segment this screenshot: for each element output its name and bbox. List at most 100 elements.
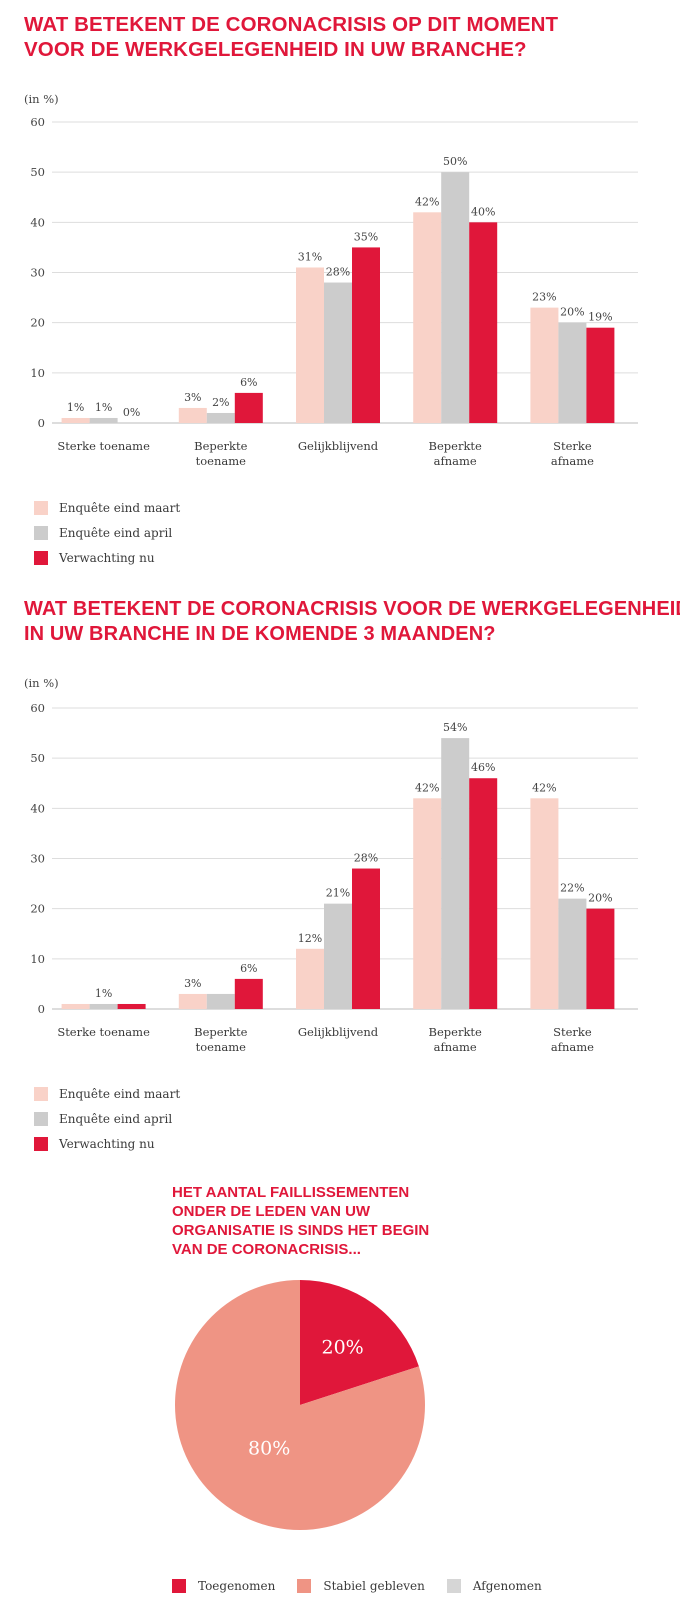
category-label: toename	[196, 1040, 247, 1054]
bar	[558, 322, 587, 423]
data-label: 0%	[123, 406, 140, 419]
pie-legend-item-toegenomen: Toegenomen	[172, 1577, 275, 1595]
data-label: 42%	[415, 195, 439, 208]
legend-swatch-maart	[34, 500, 48, 515]
data-label: 6%	[240, 962, 257, 975]
bar	[234, 978, 263, 1009]
pie-legend-item-afgenomen: Afgenomen	[446, 1577, 542, 1595]
chart-2-title: WAT BETEKENT DE CORONACRISIS VOOR DE WER…	[24, 597, 680, 647]
pie-legend: Toegenomen Stabiel gebleven Afgenomen	[172, 1577, 564, 1595]
chart-1-bar-chart: 0 10 20 30 40 50 60 1% 1% 0% Sterke toename 3% 2% 6% B…	[30, 115, 638, 468]
legend-item-maart: Enquête eind maart	[34, 495, 180, 520]
data-label: 20%	[560, 306, 584, 319]
y-tick-label: 40	[30, 215, 45, 229]
legend-label-nu: Verwachting nu	[59, 1136, 155, 1151]
pie-slice	[175, 1280, 425, 1530]
bar	[469, 222, 498, 423]
bar	[558, 898, 587, 1009]
pie-legend-label-afgenomen: Afgenomen	[472, 1579, 542, 1593]
pie-chart-title: HET AANTAL FAILLISSEMENTEN ONDER DE LEDE…	[172, 1184, 430, 1258]
data-label: 42%	[532, 781, 556, 794]
bar	[324, 903, 352, 1009]
data-label: 31%	[298, 250, 322, 263]
pie-legend-label-toegenomen: Toegenomen	[198, 1579, 276, 1593]
bar	[469, 778, 498, 1009]
bar	[61, 417, 90, 423]
data-label: 54%	[443, 721, 467, 734]
data-label: 23%	[532, 291, 556, 304]
category-label: Beperkte	[429, 439, 483, 453]
bar	[117, 1003, 146, 1009]
data-label: 20%	[588, 892, 612, 905]
category-label: Sterke toename	[57, 1025, 150, 1039]
category-label: Sterke toename	[57, 439, 150, 453]
bar	[178, 407, 207, 423]
bar	[413, 798, 442, 1009]
category-label: afname	[551, 1040, 594, 1054]
pie-slice	[300, 1280, 419, 1405]
bar	[296, 948, 324, 1009]
pie-label: 80%	[248, 1437, 290, 1459]
legend-item-april: Enquête eind april	[34, 520, 180, 545]
pie-swatch-toegenomen	[172, 1579, 186, 1593]
bar	[61, 1003, 90, 1009]
title-line: WAT BETEKENT DE CORONACRISIS OP DIT MOME…	[24, 13, 559, 36]
y-tick-label: 10	[30, 952, 45, 966]
bar	[441, 738, 470, 1009]
y-tick-label: 0	[38, 1002, 45, 1016]
data-label: 2%	[212, 396, 229, 409]
category-label: Beperkte	[429, 1025, 483, 1039]
category-label: Gelijkblijvend	[298, 439, 379, 453]
pie-legend-item-stabiel: Stabiel gebleven	[297, 1577, 425, 1595]
bar	[352, 247, 380, 423]
bar	[296, 267, 324, 423]
legend-swatch-maart	[34, 1086, 48, 1101]
y-tick-label: 50	[30, 751, 45, 765]
category-label: Beperkte	[194, 439, 248, 453]
pie-swatch-stabiel	[297, 1579, 312, 1593]
chart-1-legend: Enquête eind maart Enquête eind april Ve…	[34, 495, 180, 570]
y-tick-label: 20	[30, 902, 45, 916]
data-label: 1%	[95, 401, 112, 414]
legend-swatch-nu	[34, 1136, 48, 1151]
data-label: 28%	[354, 852, 378, 865]
bar	[89, 417, 118, 423]
legend-swatch-nu	[34, 550, 48, 565]
y-tick-label: 20	[30, 316, 45, 330]
data-label: 22%	[560, 882, 584, 895]
bar	[586, 908, 615, 1009]
bar	[530, 307, 559, 423]
title-line: IN UW BRANCHE IN DE KOMENDE 3 MAANDEN?	[24, 623, 496, 645]
y-tick-label: 50	[30, 165, 45, 179]
chart-2-bar-chart: 0 10 20 30 40 50 60 1% Sterke toename 3% 6% Beperkt…	[30, 701, 638, 1054]
legend-label-april: Enquête eind april	[59, 525, 173, 540]
bar	[441, 172, 470, 423]
legend-item-maart: Enquête eind maart	[34, 1081, 180, 1106]
legend-swatch-april	[34, 1111, 48, 1126]
legend-item-nu: Verwachting nu	[34, 1131, 180, 1156]
bar	[352, 868, 380, 1009]
data-label: 35%	[354, 230, 378, 243]
title-line: VOOR DE WERKGELEGENHEID IN UW BRANCHE?	[24, 38, 527, 61]
data-label: 40%	[471, 205, 495, 218]
legend-label-april: Enquête eind april	[59, 1111, 173, 1126]
data-label: 3%	[184, 391, 201, 404]
pie-legend-label-stabiel: Stabiel gebleven	[323, 1579, 425, 1593]
chart-2-unit-label: (in %)	[24, 676, 59, 690]
legend-label-nu: Verwachting nu	[59, 550, 155, 565]
y-tick-label: 30	[30, 852, 45, 866]
bar	[206, 412, 235, 423]
chart-1-unit-label: (in %)	[24, 92, 59, 106]
pie-swatch-afgenomen	[446, 1579, 461, 1593]
y-tick-label: 10	[30, 366, 45, 380]
pie-label: 20%	[321, 1336, 363, 1358]
y-tick-label: 60	[30, 115, 45, 129]
bar	[89, 1003, 118, 1009]
legend-label-maart: Enquête eind maart	[59, 500, 181, 515]
y-tick-label: 0	[38, 416, 45, 430]
data-label: 28%	[326, 266, 350, 279]
bar	[324, 282, 352, 423]
data-label: 12%	[298, 932, 322, 945]
y-tick-label: 60	[30, 701, 45, 715]
data-label: 19%	[588, 311, 612, 324]
